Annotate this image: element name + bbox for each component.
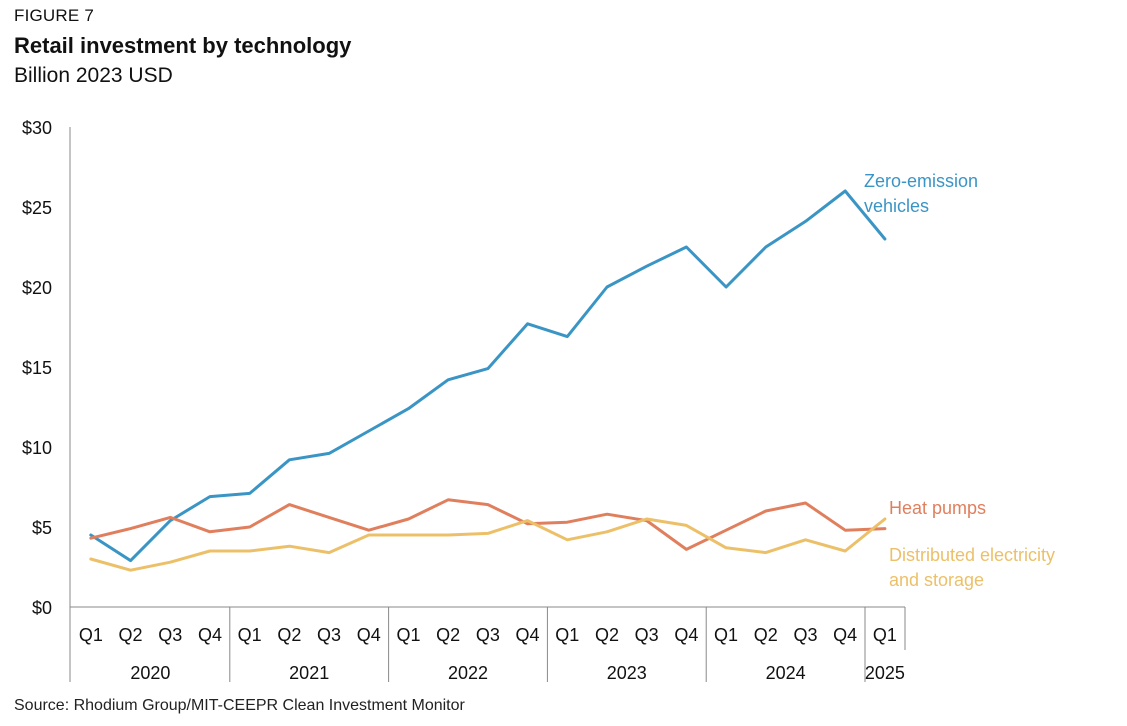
- year-label: 2020: [130, 663, 170, 683]
- year-label: 2023: [607, 663, 647, 683]
- x-tick-label: Q2: [436, 625, 460, 645]
- y-tick-label: $30: [22, 118, 52, 138]
- series-label: Heat pumps: [889, 498, 986, 518]
- y-tick-label: $5: [32, 518, 52, 538]
- series-label: vehicles: [864, 196, 929, 216]
- x-tick-label: Q3: [635, 625, 659, 645]
- x-tick-label: Q4: [357, 625, 381, 645]
- x-tick-label: Q2: [119, 625, 143, 645]
- series-label: Distributed electricity: [889, 545, 1055, 565]
- year-label: 2022: [448, 663, 488, 683]
- x-tick-label: Q1: [79, 625, 103, 645]
- x-tick-label: Q3: [317, 625, 341, 645]
- series-line-2: [89, 517, 887, 572]
- series-line-1: [89, 498, 887, 551]
- y-tick-label: $25: [22, 198, 52, 218]
- year-label: 2025: [865, 663, 905, 683]
- x-tick-label: Q2: [754, 625, 778, 645]
- chart-subtitle: Billion 2023 USD: [14, 64, 173, 87]
- x-tick-label: Q4: [674, 625, 698, 645]
- y-tick-label: $15: [22, 358, 52, 378]
- x-tick-label: Q3: [793, 625, 817, 645]
- x-tick-label: Q2: [277, 625, 301, 645]
- x-tick-label: Q1: [873, 625, 897, 645]
- figure-label: FIGURE 7: [14, 6, 95, 25]
- year-label: 2021: [289, 663, 329, 683]
- x-tick-label: Q1: [396, 625, 420, 645]
- source-note: Source: Rhodium Group/MIT-CEEPR Clean In…: [14, 697, 465, 714]
- x-tick-label: Q1: [714, 625, 738, 645]
- x-tick-label: Q4: [198, 625, 222, 645]
- x-tick-label: Q4: [516, 625, 540, 645]
- series-label: and storage: [889, 570, 984, 590]
- x-tick-label: Q1: [238, 625, 262, 645]
- series-label: Zero-emission: [864, 171, 978, 191]
- year-label: 2024: [766, 663, 806, 683]
- y-tick-label: $10: [22, 438, 52, 458]
- chart-title: Retail investment by technology: [14, 33, 352, 58]
- x-tick-label: Q3: [476, 625, 500, 645]
- x-tick-label: Q1: [555, 625, 579, 645]
- series-line-0: [89, 189, 887, 563]
- y-tick-label: $0: [32, 598, 52, 618]
- x-tick-label: Q3: [158, 625, 182, 645]
- x-tick-label: Q4: [833, 625, 857, 645]
- y-tick-label: $20: [22, 278, 52, 298]
- x-tick-label: Q2: [595, 625, 619, 645]
